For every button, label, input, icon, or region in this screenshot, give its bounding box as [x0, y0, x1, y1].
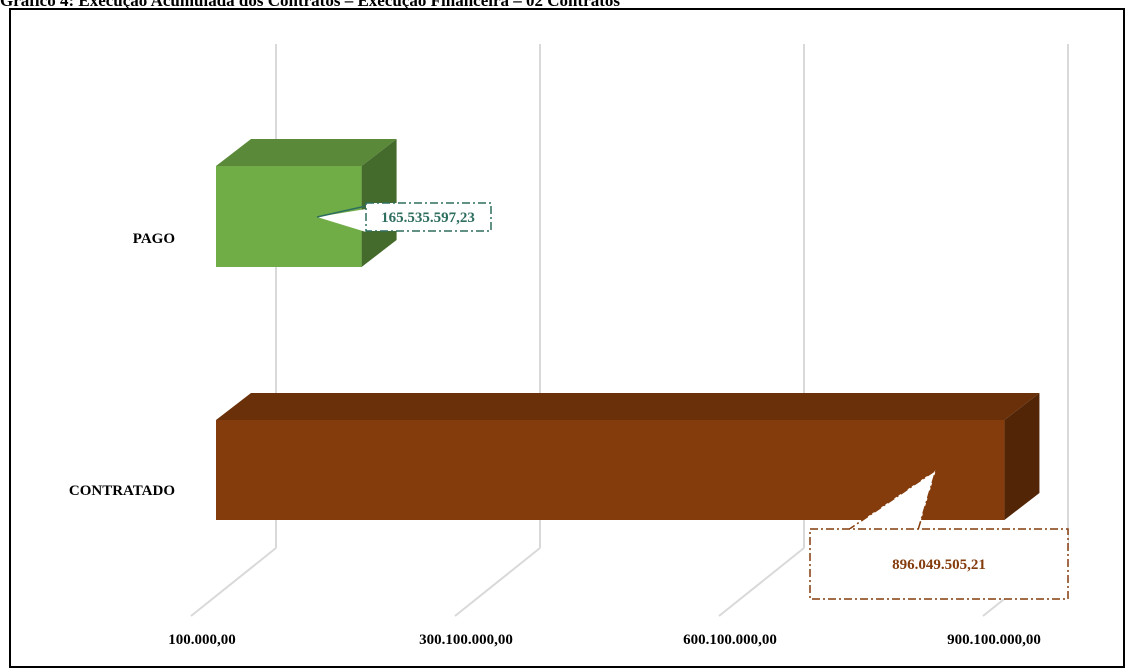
data-label-text: 165.535.597,23: [381, 210, 475, 226]
x-tick-label-1: 300.100.000,00: [419, 632, 513, 648]
x-tick-label-3: 900.100.000,00: [947, 632, 1041, 648]
category-label-contratado: CONTRATADO: [69, 483, 175, 499]
category-labels: PAGO CONTRATADO: [69, 231, 175, 499]
callout-box: [365, 202, 492, 232]
data-labels: 165.535.597,23 896.049.505,21: [316, 202, 1069, 600]
floor-line-0: [190, 547, 277, 617]
bars: [216, 139, 1040, 520]
bar-top-face: [216, 139, 397, 166]
bar-front-face: [216, 420, 1005, 520]
x-tick-label-2: 600.100.000,00: [683, 632, 777, 648]
bar-pago: [216, 139, 397, 267]
x-tick-labels: 100.000,00 300.100.000,00 600.100.000,00 90…: [168, 632, 1041, 648]
x-tick-label-0: 100.000,00: [168, 632, 236, 648]
bar-contratado: [216, 393, 1040, 520]
callout-pointer-edge: [847, 468, 938, 531]
data-label-pago: 165.535.597,23: [316, 202, 492, 232]
chart-caption: Gráfico 4: Execução Acumulada dos Contra…: [0, 0, 620, 10]
callout-pointer: [317, 209, 366, 232]
data-label-contratado: 896.049.505,21: [809, 468, 1069, 600]
floor-line-2: [718, 547, 805, 617]
category-label-pago: PAGO: [133, 231, 175, 247]
callout-box: [809, 528, 1069, 600]
floor-line-1: [454, 547, 541, 617]
bar-top-face: [216, 393, 1040, 420]
callout-pointer-edge: [316, 205, 367, 218]
data-label-text: 896.049.505,21: [892, 557, 986, 573]
bar-side-face: [1004, 393, 1040, 520]
